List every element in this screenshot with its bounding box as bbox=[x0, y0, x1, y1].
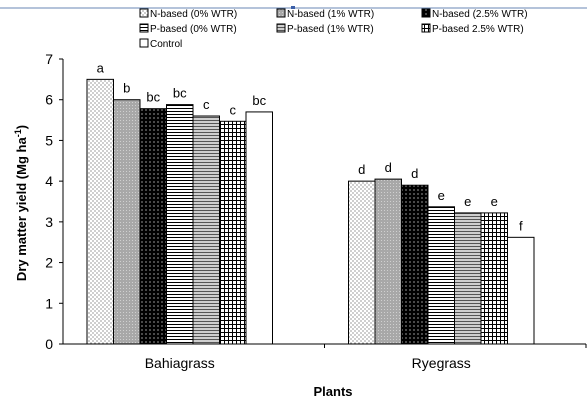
bar-significance-letter: bc bbox=[252, 93, 266, 108]
legend-swatch bbox=[421, 8, 431, 18]
x-tick-label: Ryegrass bbox=[412, 355, 471, 371]
bar-significance-letter: c bbox=[230, 102, 237, 117]
bar bbox=[245, 111, 273, 345]
legend-label: Control bbox=[150, 39, 182, 50]
top-rule-marker bbox=[291, 6, 295, 9]
legend-label: P-based (0% WTR) bbox=[150, 24, 237, 35]
bar-significance-letter: f bbox=[519, 218, 523, 233]
legend-swatch bbox=[276, 23, 286, 33]
bar-significance-letter: d bbox=[411, 166, 418, 181]
bar-significance-letter: bc bbox=[146, 90, 160, 105]
legend-label: P-based (1% WTR) bbox=[287, 24, 374, 35]
bar-significance-letter: e bbox=[438, 188, 445, 203]
y-tick-label: 5 bbox=[45, 132, 53, 148]
legend-label: N-based (0% WTR) bbox=[150, 9, 237, 20]
bar bbox=[348, 180, 376, 345]
bar bbox=[139, 108, 167, 345]
bar-significance-letter: e bbox=[464, 194, 471, 209]
bar-significance-letter: c bbox=[203, 97, 210, 112]
legend-swatch bbox=[139, 38, 149, 48]
bar bbox=[86, 78, 114, 345]
bar bbox=[166, 104, 194, 345]
y-tick-label: 0 bbox=[45, 336, 53, 352]
bar bbox=[113, 99, 141, 345]
bar-significance-letter: b bbox=[123, 81, 130, 96]
legend-label: N-based (1% WTR) bbox=[287, 9, 374, 20]
legend-swatch bbox=[139, 8, 149, 18]
bar-significance-letter: bc bbox=[173, 86, 187, 101]
y-tick-label: 2 bbox=[45, 255, 53, 271]
bar bbox=[401, 184, 429, 345]
bar bbox=[427, 206, 455, 345]
legend-swatch bbox=[421, 23, 431, 33]
y-axis-label: Dry matter yield (Mg ha-1) bbox=[13, 125, 29, 281]
x-tick-label: Bahiagrass bbox=[145, 355, 215, 371]
legend-swatch bbox=[139, 23, 149, 33]
y-tick-label: 1 bbox=[45, 295, 53, 311]
bar bbox=[480, 212, 508, 345]
bar bbox=[454, 212, 482, 345]
bar bbox=[219, 120, 247, 345]
y-tick-label: 4 bbox=[45, 173, 53, 189]
legend-label: P-based 2.5% WTR) bbox=[432, 24, 524, 35]
bar-significance-letter: e bbox=[491, 194, 498, 209]
legend-swatch bbox=[276, 8, 286, 18]
bar-significance-letter: d bbox=[385, 160, 392, 175]
bar-significance-letter: a bbox=[97, 60, 105, 75]
y-tick-label: 3 bbox=[45, 214, 53, 230]
bar bbox=[507, 236, 535, 345]
legend: N-based (0% WTR) N-based (1% WTR) N-based … bbox=[139, 8, 528, 50]
x-axis-label: Plants bbox=[313, 384, 352, 399]
bar bbox=[192, 115, 220, 345]
y-tick-label: 7 bbox=[45, 51, 53, 67]
legend-label: N-based (2.5% WTR) bbox=[432, 9, 528, 20]
y-tick-label: 6 bbox=[45, 92, 53, 108]
bar-significance-letter: d bbox=[358, 162, 365, 177]
bar bbox=[374, 178, 402, 345]
